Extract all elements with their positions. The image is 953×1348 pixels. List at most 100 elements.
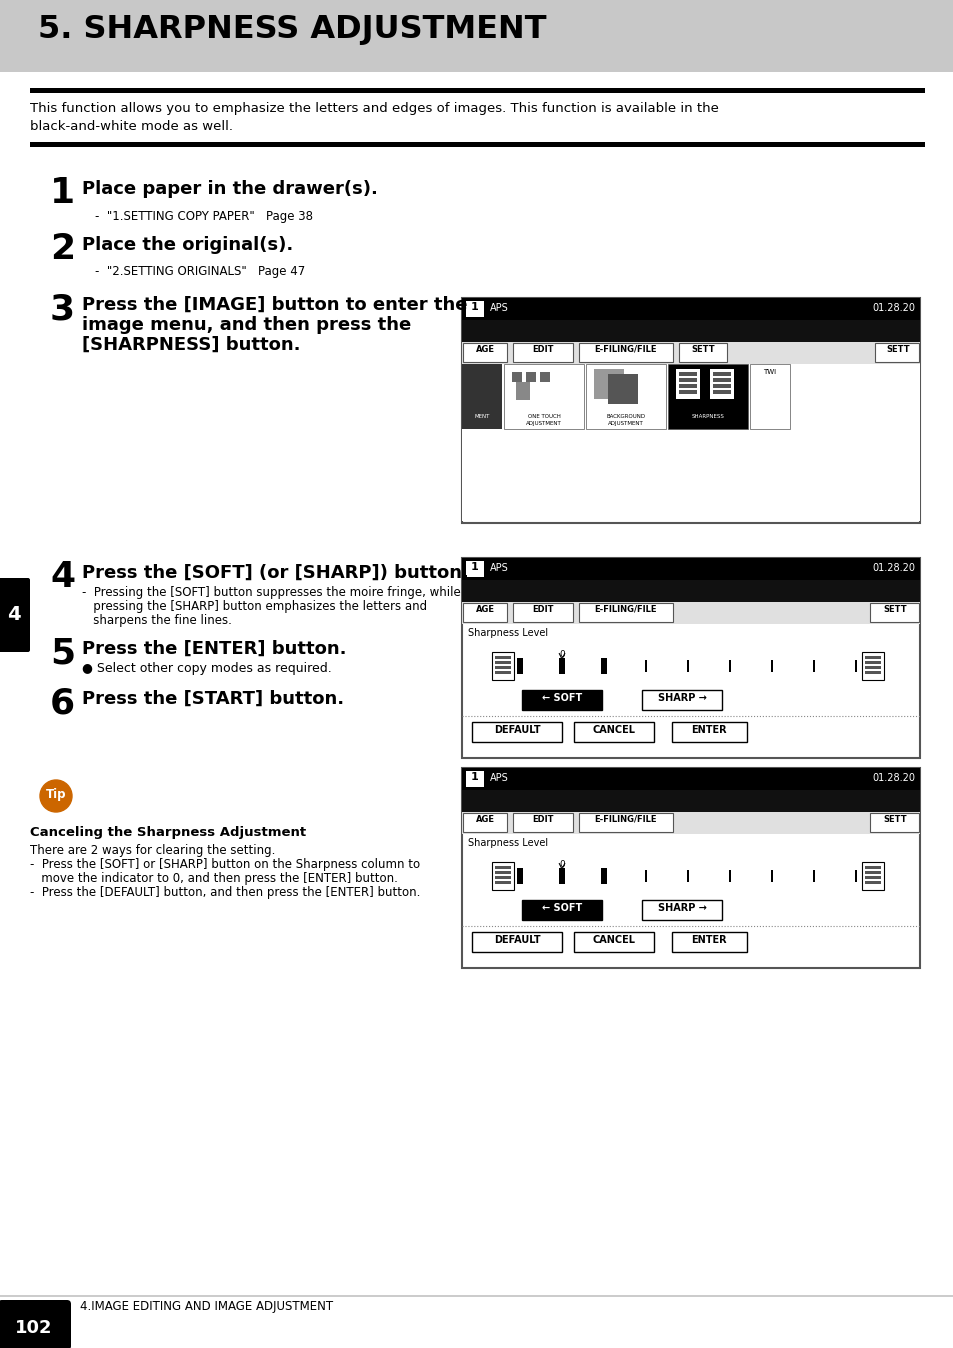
Bar [585, 364, 665, 429]
Bar [862, 652, 883, 679]
Bar [578, 813, 672, 832]
Bar [686, 661, 688, 673]
Bar [641, 900, 721, 919]
Text: -  Press the [DEFAULT] button, and then press the [ENTER] button.: - Press the [DEFAULT] button, and then p… [30, 886, 420, 899]
Bar [864, 865, 880, 869]
Text: SHARP →: SHARP → [657, 693, 706, 704]
Bar [465, 561, 483, 577]
Text: sharpens the fine lines.: sharpens the fine lines. [82, 613, 232, 627]
Text: 01.28.20: 01.28.20 [871, 303, 914, 313]
Bar [462, 813, 506, 832]
Bar [574, 931, 654, 952]
Bar [728, 869, 730, 882]
Text: SHARP →: SHARP → [657, 903, 706, 913]
Bar [728, 661, 730, 673]
Bar [686, 869, 688, 882]
Text: CANCEL: CANCEL [592, 725, 635, 735]
Bar [517, 658, 522, 674]
Text: SETT: SETT [885, 345, 909, 355]
Text: MENT: MENT [474, 414, 489, 419]
Bar [869, 813, 918, 832]
Text: DEFAULT: DEFAULT [493, 936, 539, 945]
Text: 0: 0 [558, 860, 564, 869]
Text: Press the [ENTER] button.: Press the [ENTER] button. [82, 640, 346, 658]
Bar [472, 723, 561, 741]
Bar [525, 372, 536, 381]
Bar [864, 876, 880, 879]
Bar [854, 661, 856, 673]
Bar [770, 661, 772, 673]
Text: This function allows you to emphasize the letters and edges of images. This func: This function allows you to emphasize th… [30, 102, 719, 115]
Text: 5: 5 [50, 636, 75, 670]
Bar [461, 768, 919, 968]
Text: AGE: AGE [475, 605, 494, 613]
Text: Press the [SOFT] (or [SHARP]) button.: Press the [SOFT] (or [SHARP]) button. [82, 563, 468, 582]
Text: E-FILING/FILE: E-FILING/FILE [594, 605, 657, 613]
Bar [503, 364, 583, 429]
Bar [749, 364, 789, 429]
Bar [578, 342, 672, 363]
Text: ENTER: ENTER [691, 725, 726, 735]
Text: 1: 1 [471, 302, 478, 311]
Bar [594, 369, 623, 399]
Text: image menu, and then press the: image menu, and then press the [82, 315, 411, 334]
Text: AGE: AGE [475, 816, 494, 824]
Bar [600, 868, 606, 884]
Bar [461, 558, 919, 758]
Bar [671, 931, 746, 952]
Bar [465, 771, 483, 787]
Bar [671, 723, 746, 741]
Bar [600, 658, 606, 674]
Bar [513, 813, 573, 832]
Bar [644, 661, 646, 673]
Text: Place the original(s).: Place the original(s). [82, 236, 293, 253]
Bar [864, 882, 880, 884]
Text: ← SOFT: ← SOFT [541, 903, 581, 913]
Bar [644, 869, 646, 882]
Bar [864, 871, 880, 874]
Text: Press the [START] button.: Press the [START] button. [82, 690, 344, 708]
Text: TWI: TWI [762, 369, 776, 375]
Bar [495, 871, 511, 874]
Bar [461, 768, 919, 790]
Bar [679, 342, 726, 363]
Text: -  Press the [SOFT] or [SHARP] button on the Sharpness column to: - Press the [SOFT] or [SHARP] button on … [30, 857, 419, 871]
Text: EDIT: EDIT [532, 345, 553, 355]
Bar [461, 603, 919, 624]
Text: move the indicator to 0, and then press the [ENTER] button.: move the indicator to 0, and then press … [30, 872, 397, 886]
Text: Place paper in the drawer(s).: Place paper in the drawer(s). [82, 181, 377, 198]
Text: AGE: AGE [475, 345, 494, 355]
Text: SETT: SETT [882, 816, 906, 824]
Bar [864, 656, 880, 659]
Text: There are 2 ways for clearing the setting.: There are 2 ways for clearing the settin… [30, 844, 275, 857]
Bar [521, 900, 601, 919]
Bar [679, 384, 697, 388]
FancyBboxPatch shape [0, 578, 30, 652]
Text: 3: 3 [50, 293, 75, 326]
Text: 4: 4 [50, 559, 75, 594]
Bar [864, 661, 880, 665]
Bar [539, 372, 550, 381]
Bar [472, 931, 561, 952]
Bar [854, 869, 856, 882]
Text: 4: 4 [8, 605, 21, 624]
Text: SHARPNESS: SHARPNESS [691, 414, 723, 419]
Bar [495, 666, 511, 669]
Text: pressing the [SHARP] button emphasizes the letters and: pressing the [SHARP] button emphasizes t… [82, 600, 427, 613]
Bar [607, 373, 638, 404]
Text: 01.28.20: 01.28.20 [871, 772, 914, 783]
Text: 5. SHARPNESS ADJUSTMENT: 5. SHARPNESS ADJUSTMENT [38, 13, 546, 44]
Bar [712, 384, 730, 388]
Text: Tip: Tip [46, 789, 66, 801]
Text: EDIT: EDIT [532, 605, 553, 613]
Text: 2: 2 [50, 232, 75, 266]
Text: APS: APS [490, 563, 508, 573]
Text: E-FILING/FILE: E-FILING/FILE [594, 816, 657, 824]
Text: ● Select other copy modes as required.: ● Select other copy modes as required. [82, 662, 332, 675]
Text: Press the [IMAGE] button to enter the: Press the [IMAGE] button to enter the [82, 297, 467, 314]
Bar [517, 868, 522, 884]
Text: SETT: SETT [691, 345, 714, 355]
Bar [461, 364, 919, 520]
Text: 102: 102 [15, 1318, 52, 1337]
Bar [558, 658, 564, 674]
